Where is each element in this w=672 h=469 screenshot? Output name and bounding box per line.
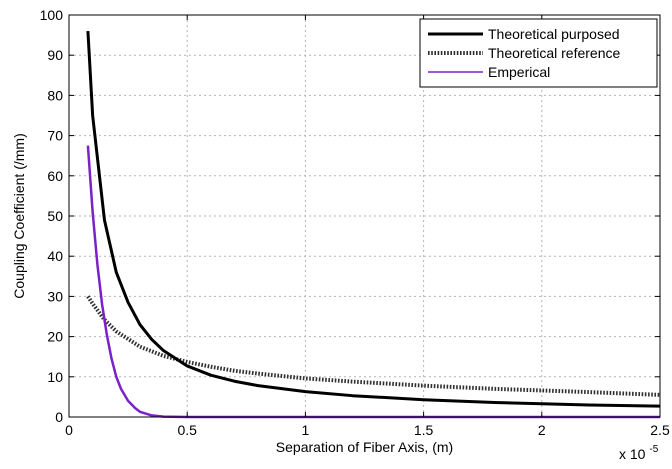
y-tick-label: 20 <box>47 329 63 345</box>
x-tick-label: 1 <box>302 422 310 438</box>
series-line-emperical <box>86 145 660 419</box>
y-tick-label: 30 <box>47 288 63 304</box>
y-tick-label: 10 <box>47 369 63 385</box>
y-tick-label: 70 <box>47 128 63 144</box>
y-tick-label: 0 <box>55 409 63 425</box>
x-axis-label: Separation of Fiber Axis, (m) <box>276 439 453 455</box>
x-tick-labels: 0 0.5 1 1.5 2 2.5 <box>65 422 670 438</box>
y-tick-label: 100 <box>40 7 64 23</box>
tick-marks <box>68 14 661 418</box>
x-tick-label: 0.5 <box>177 422 197 438</box>
y-tick-label: 80 <box>47 87 63 103</box>
y-tick-label: 40 <box>47 248 63 264</box>
legend-label: Theoretical purposed <box>488 26 620 42</box>
series-lines <box>86 30 661 419</box>
y-tick-label: 60 <box>47 168 63 184</box>
legend-box <box>419 18 658 88</box>
x-axis-multiplier-exponent: -5 <box>649 444 658 455</box>
x-tick-label: 2 <box>538 422 546 438</box>
series-line-theoretical-reference <box>86 295 661 397</box>
series-line-theoretical-purposed <box>86 30 661 408</box>
y-tick-label: 90 <box>47 47 63 63</box>
y-tick-labels: 0 10 20 30 40 50 60 70 80 90 100 <box>40 7 64 425</box>
y-axis-label: Coupling Coefficient (/mm) <box>11 133 27 298</box>
legend: Theoretical purposed Theoretical referenc… <box>419 18 658 88</box>
legend-items: Theoretical purposed Theoretical referenc… <box>428 26 621 80</box>
x-tick-label: 1.5 <box>414 422 434 438</box>
y-tick-label: 50 <box>47 208 63 224</box>
legend-label: Emperical <box>488 64 550 80</box>
x-tick-label: 2.5 <box>650 422 670 438</box>
x-axis-multiplier: x 10 -5 <box>619 444 659 462</box>
x-axis-multiplier-base: x 10 <box>619 446 646 462</box>
x-tick-label: 0 <box>65 422 73 438</box>
legend-label: Theoretical reference <box>488 45 621 61</box>
